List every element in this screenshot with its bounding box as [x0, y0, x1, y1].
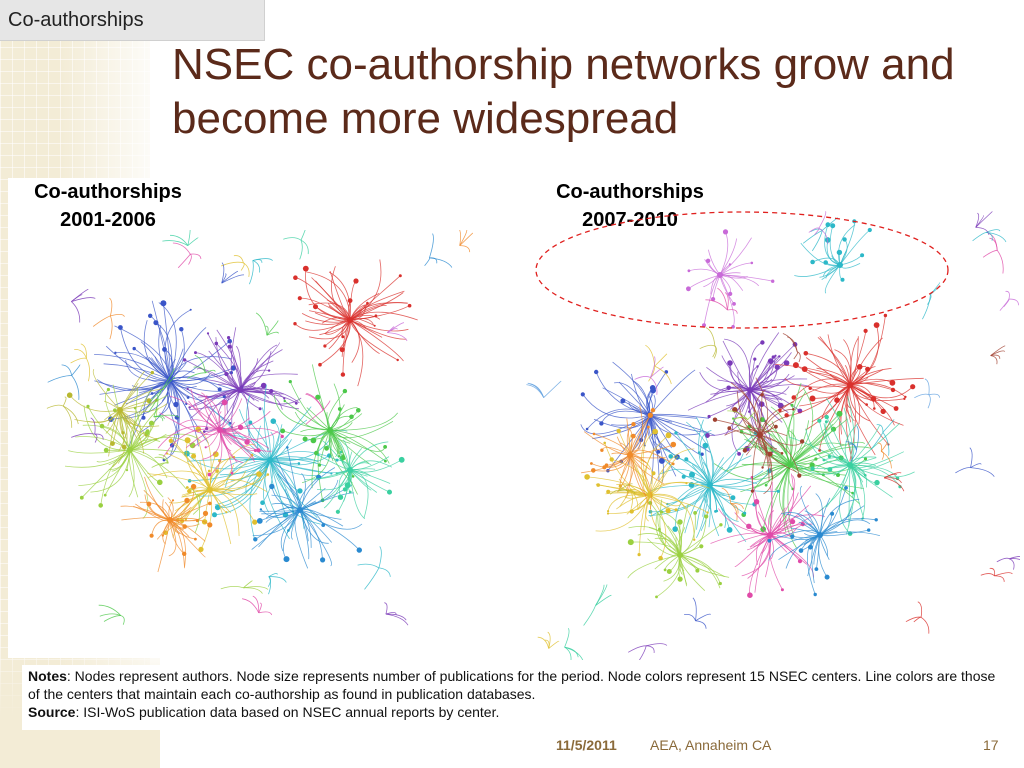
source-text: : ISI-WoS publication data based on NSEC…	[75, 704, 500, 720]
network-graph-2001-2006	[46, 230, 474, 626]
left-caption-line1: Co-authorships	[34, 181, 182, 203]
notes-text: : Nodes represent authors. Node size rep…	[28, 668, 996, 702]
notes-box: Notes: Nodes represent authors. Node siz…	[22, 665, 1007, 730]
slide-title: NSEC co-authorship networks grow and bec…	[172, 40, 955, 143]
notes-label: Notes	[28, 668, 67, 684]
highlight-ellipse	[535, 211, 949, 329]
network-edges	[46, 230, 474, 626]
right-caption-line2: 2007-2010	[582, 209, 678, 231]
section-label: Co-authorships	[8, 9, 144, 31]
right-caption-line1: Co-authorships	[556, 181, 704, 203]
source-label: Source	[28, 704, 76, 720]
footer-date: 11/5/2011	[556, 737, 617, 753]
footer-event: AEA, Annaheim CA	[650, 737, 772, 753]
network-graph-2007-2010	[526, 211, 1020, 660]
section-label-box: Co-authorships	[0, 0, 265, 41]
right-panel-caption: Co-authorships 2007-2010	[520, 178, 740, 234]
network-edges	[526, 211, 1020, 660]
page-number: 17	[983, 737, 999, 753]
left-panel-caption: Co-authorships 2001-2006	[0, 178, 216, 234]
left-caption-line2: 2001-2006	[60, 209, 156, 231]
